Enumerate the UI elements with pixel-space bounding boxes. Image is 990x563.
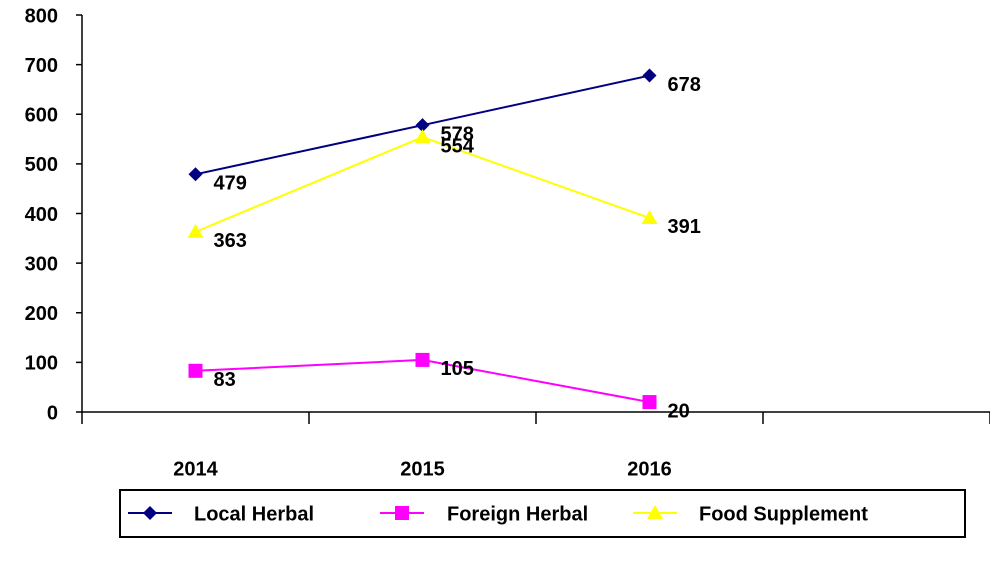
y-tick-label: 600 xyxy=(25,105,58,127)
data-label: 20 xyxy=(668,400,690,422)
data-point xyxy=(642,395,657,410)
y-tick-label: 300 xyxy=(25,253,58,275)
data-label: 105 xyxy=(441,358,474,380)
data-point xyxy=(415,118,430,133)
y-tick-label: 500 xyxy=(25,154,58,176)
data-label: 363 xyxy=(214,230,247,252)
data-point xyxy=(415,352,430,367)
data-label: 678 xyxy=(668,74,701,96)
data-point xyxy=(641,209,658,224)
legend-box xyxy=(119,489,966,538)
x-tick-label: 2014 xyxy=(173,458,218,480)
data-label: 554 xyxy=(441,135,475,157)
legend-swatch-marker xyxy=(647,505,663,519)
series-line xyxy=(195,136,650,233)
data-label: 391 xyxy=(668,216,701,238)
data-point xyxy=(414,129,431,144)
data-label: 83 xyxy=(214,369,236,391)
legend-label: Local Herbal xyxy=(194,503,314,525)
legend-swatch-marker xyxy=(143,506,157,520)
y-tick-label: 0 xyxy=(47,402,58,424)
data-point xyxy=(642,68,657,83)
y-tick-label: 800 xyxy=(25,5,58,27)
y-tick-label: 200 xyxy=(25,303,58,325)
legend-swatch-marker xyxy=(395,506,409,520)
data-point xyxy=(187,223,204,238)
x-tick-label: 2015 xyxy=(400,458,445,480)
data-label: 479 xyxy=(214,173,247,195)
y-tick-label: 700 xyxy=(25,55,58,77)
y-tick-label: 400 xyxy=(25,204,58,226)
data-point xyxy=(188,363,203,378)
x-tick-label: 2016 xyxy=(627,458,672,480)
y-tick-label: 100 xyxy=(25,353,58,375)
legend-label: Food Supplement xyxy=(699,503,868,525)
legend-label: Foreign Herbal xyxy=(447,503,588,525)
data-label: 578 xyxy=(441,123,474,145)
data-point xyxy=(188,167,203,182)
